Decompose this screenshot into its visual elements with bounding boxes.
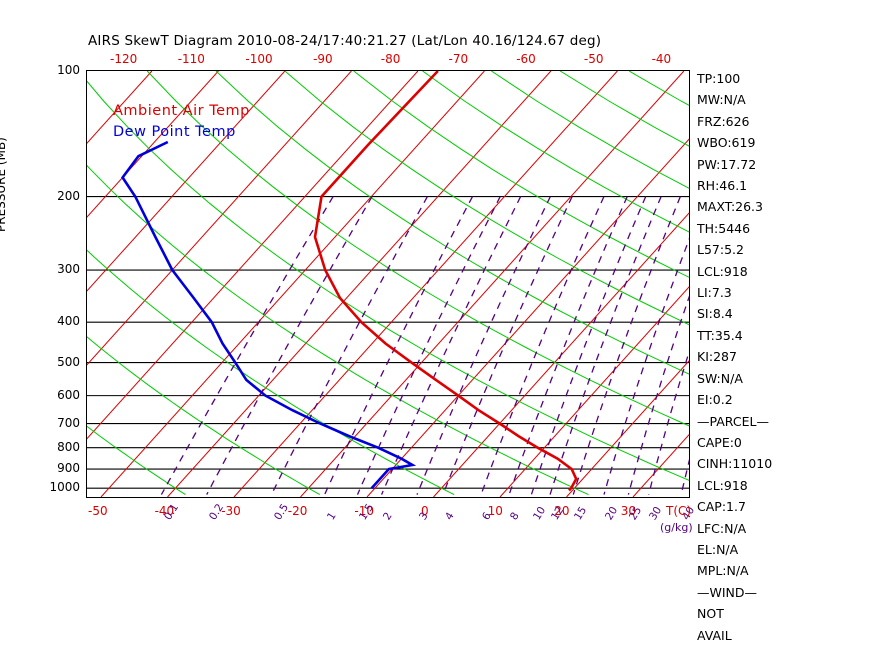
x-axis-mixing-label: (g/kg) [660,521,693,534]
pressure-tick-400: 400 [57,314,80,329]
pressure-tick-700: 700 [57,415,80,430]
stat-line: LFC:N/A [697,520,747,536]
pressure-tick-200: 200 [57,188,80,203]
stat-line: AVAIL [697,627,732,643]
stat-line: TH:5446 [697,220,751,236]
bottom-temp-tick-30: 30 [620,504,637,518]
pressure-tick-1000: 1000 [49,480,80,495]
bottom-temp-tick-20: 20 [554,504,570,518]
legend-ambient-air-temp: Ambient Air Temp [113,103,250,119]
bottom-temp-tick-10: 10 [487,504,503,518]
mixing-ratio-tick-10: 10 [530,504,548,523]
top-temp-tick--90: -90 [313,52,333,66]
stat-line: PW:17.72 [697,156,757,172]
pressure-tick-300: 300 [57,262,80,277]
stat-line: CAP:1.7 [697,499,746,515]
stat-line: FRZ:626 [697,113,750,129]
mixing-ratio-tick-20: 20 [602,504,621,523]
skewt-background-grid [87,71,689,497]
top-temp-tick--40: -40 [651,52,672,66]
stat-line: CINH:11010 [697,456,773,472]
x-axis-temp-label: T(C) [666,504,692,518]
pressure-tick-100: 100 [57,63,80,77]
legend-dew-point-temp: Dew Point Temp [113,124,236,140]
stat-line: CAPE:0 [697,434,742,450]
stat-line: MW:N/A [697,92,746,108]
top-temp-tick--120: -120 [110,52,138,66]
stat-line: KI:287 [697,349,737,365]
mixing-ratio-tick-30: 30 [647,504,665,523]
stat-line: WBO:619 [697,135,756,151]
pressure-tick-900: 900 [57,461,80,476]
stat-line: NOT [697,606,724,622]
page-title: AIRS SkewT Diagram 2010-08-24/17:40:21.2… [88,33,602,49]
stat-line: LI:7.3 [697,285,732,301]
temperature-trace [313,71,578,492]
mixing-ratio-tick-4: 4 [442,510,457,523]
top-temp-tick--60: -60 [516,52,536,66]
stat-line: MPL:N/A [697,563,749,579]
top-temp-tick--110: -110 [177,52,205,66]
mixing-ratio-tick-8: 8 [508,510,523,523]
skewt-data-traces [121,71,578,492]
stat-line: EI:0.2 [697,392,733,408]
stat-line: —PARCEL— [697,413,769,429]
mixing-ratio-tick-15: 15 [572,504,590,523]
stat-line: RH:46.1 [697,178,748,194]
pressure-tick-600: 600 [57,387,80,402]
dewpoint-trace [121,140,417,490]
stat-line: LCL:918 [697,263,748,279]
stat-line: L57:5.2 [697,242,744,258]
stat-line: LCL:918 [697,477,748,493]
mixing-ratio-tick-1: 1 [324,510,339,523]
stat-line: MAXT:26.3 [697,199,763,215]
y-axis-label: PRESSURE (MB) [0,137,8,232]
bottom-temp-tick--10: -10 [354,504,374,518]
sounding-statistics-panel: TP:100 MW:N/A FRZ:626 WBO:619 PW:17.72 RH:46.… [697,68,867,646]
stat-line: EL:N/A [697,541,739,557]
pressure-tick-500: 500 [57,354,80,369]
top-temp-tick--100: -100 [245,52,273,66]
skewt-diagram-root: AIRS SkewT Diagram 2010-08-24/17:40:21.2… [0,33,773,643]
pressure-tick-800: 800 [57,439,80,454]
stat-line: SI:8.4 [697,306,733,322]
top-temp-tick--80: -80 [380,52,401,66]
stat-line: TT:35.4 [697,327,743,343]
bottom-temp-tick--40: -40 [154,504,175,518]
top-temp-tick--50: -50 [583,52,604,66]
bottom-temp-tick--30: -30 [221,504,241,518]
top-temp-tick--70: -70 [448,52,469,66]
stat-line: —WIND— [697,584,758,600]
stat-line: TP:100 [697,71,741,86]
mixing-ratio-tick-2: 2 [381,510,396,523]
stat-line: SW:N/A [697,370,743,386]
bottom-temp-tick--20: -20 [287,504,308,518]
bottom-temp-tick--50: -50 [88,504,108,518]
bottom-temp-tick-0: 0 [421,504,429,518]
skewt-plot-area [86,70,690,498]
